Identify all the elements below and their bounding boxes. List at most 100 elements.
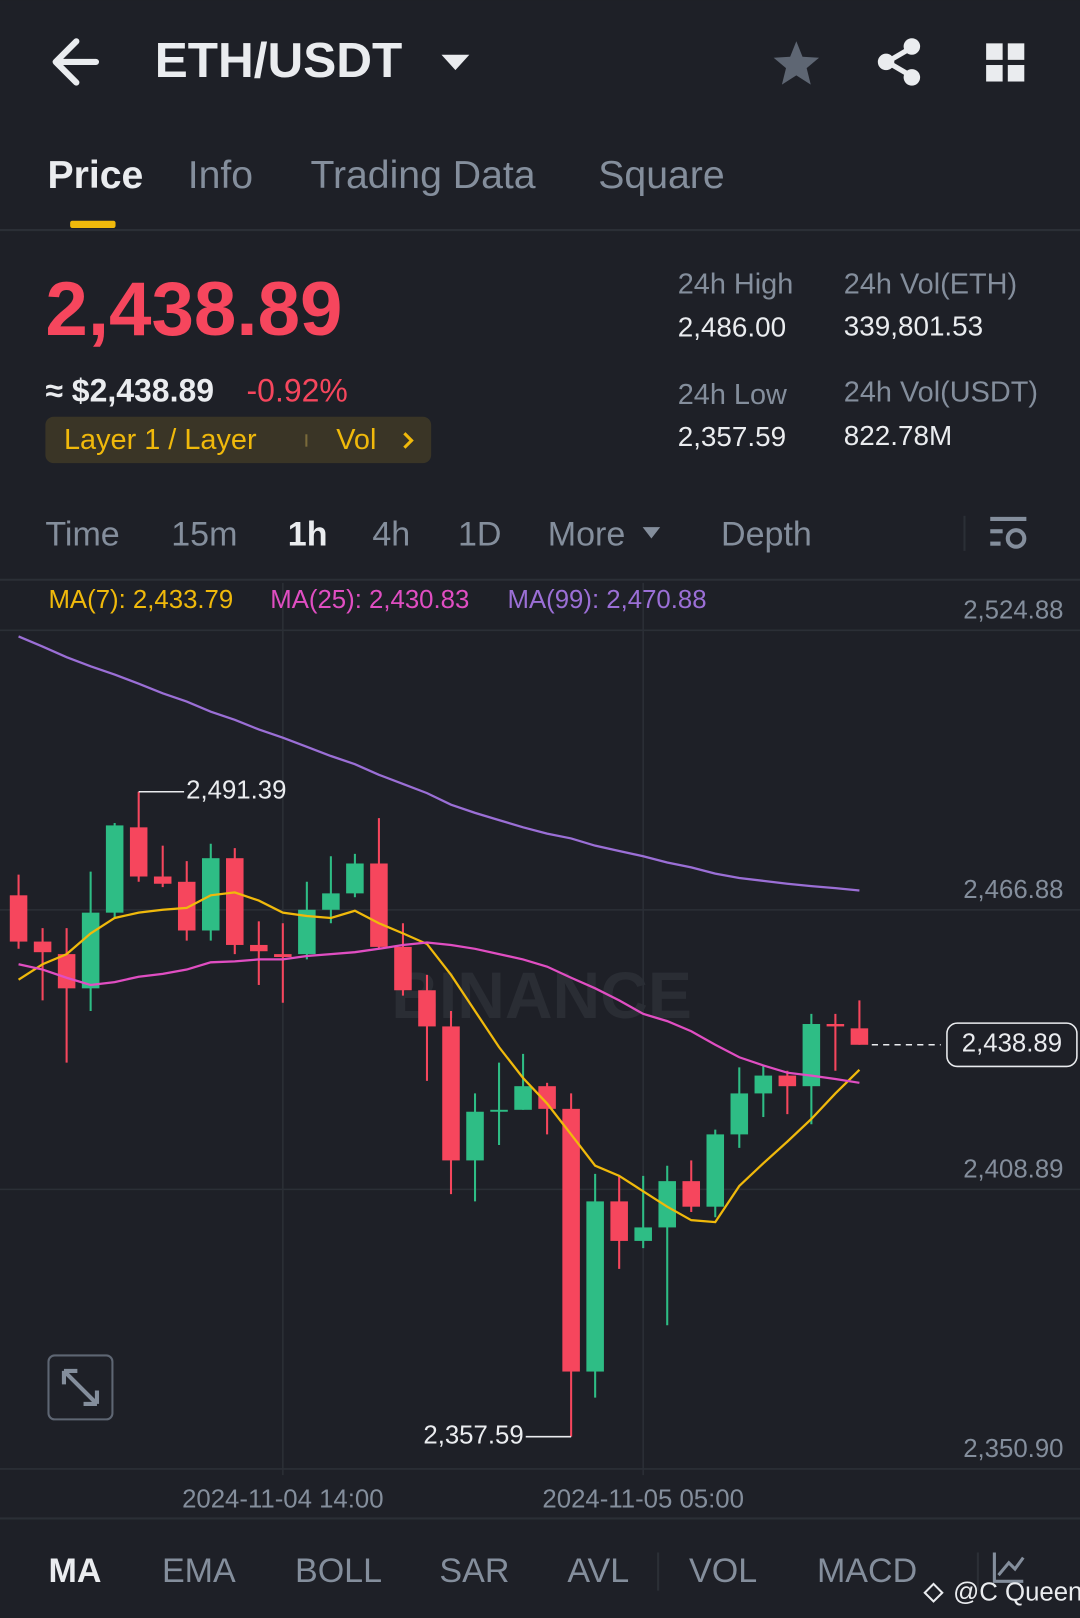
candle-body [514, 1086, 532, 1110]
tab[interactable]: Square [598, 154, 724, 197]
pair-title[interactable]: ETH/USDT [155, 33, 402, 88]
ma-legend: MA(99): 2,470.88 [508, 586, 707, 614]
high-label: 2,491.39 [186, 777, 286, 805]
y-tick-label: 2,350.90 [963, 1435, 1063, 1463]
candle-body [153, 876, 172, 884]
candle-body [538, 1086, 556, 1109]
stat-value: 2,357.59 [678, 421, 786, 452]
indicator-settings-icon[interactable] [992, 1552, 1025, 1583]
candle-body [129, 827, 148, 877]
candle-body [33, 941, 52, 953]
candle-body [9, 895, 28, 942]
interval[interactable]: Depth [721, 515, 812, 553]
interval[interactable]: Time [45, 515, 119, 553]
candle-body [442, 1026, 460, 1161]
candle-body [226, 858, 244, 945]
candle-body [394, 946, 412, 991]
candle-body [682, 1181, 701, 1207]
chart-watermark: BINANCE [391, 958, 692, 1032]
candle-body [730, 1093, 749, 1135]
last-price: 2,438.89 [45, 267, 342, 352]
ma-line [18, 635, 860, 892]
candle-body [298, 909, 316, 955]
candle-body [802, 1024, 821, 1087]
stat-label: 24h Vol(USDT) [844, 377, 1038, 409]
stat-label: 24h Vol(ETH) [844, 268, 1017, 300]
candle-body [81, 912, 100, 989]
tab[interactable]: Trading Data [310, 154, 535, 197]
stat-label: 24h Low [678, 379, 787, 411]
expand-button[interactable] [47, 1354, 114, 1421]
interval[interactable]: More [548, 515, 626, 553]
interval[interactable]: 15m [171, 515, 237, 553]
interval[interactable]: 1D [458, 515, 502, 553]
ma-legend: MA(7): 2,433.79 [48, 586, 233, 614]
interval[interactable]: 1h [288, 515, 328, 553]
candle-body [105, 825, 124, 913]
indicator-tab[interactable]: EMA [162, 1552, 236, 1590]
candle-body [346, 863, 364, 894]
indicator-tab[interactable]: BOLL [295, 1552, 382, 1590]
y-tick-label: 2,408.89 [963, 1156, 1063, 1184]
indicator-tab[interactable]: VOL [689, 1552, 757, 1590]
pair-dropdown[interactable] [441, 54, 470, 71]
chevron [403, 432, 414, 449]
candle-body [250, 944, 268, 952]
last-price-box [946, 1022, 1078, 1068]
x-tick-label: 2024-11-05 05:00 [542, 1486, 744, 1514]
usd-price: ≈ $2,438.89 [45, 372, 214, 408]
x-tick-label: 2024-11-04 14:00 [182, 1486, 384, 1514]
tab[interactable]: Price [47, 154, 143, 197]
indicator-tab[interactable]: MA [48, 1552, 101, 1590]
candle-body [610, 1201, 628, 1241]
tab[interactable]: Info [188, 154, 253, 197]
back-button[interactable] [52, 38, 100, 86]
candle-body [658, 1181, 676, 1228]
tag[interactable]: Layer 1 / Layer [64, 424, 257, 456]
candle-body [370, 863, 388, 947]
tag-link[interactable]: Vol [336, 424, 376, 456]
candle-body [754, 1075, 773, 1094]
stat-value: 822.78M [844, 420, 952, 451]
indicator-tab[interactable]: SAR [439, 1552, 509, 1590]
low-label: 2,357.59 [423, 1421, 523, 1449]
candle-body [466, 1111, 484, 1161]
candle-body [322, 893, 340, 910]
interval[interactable]: 4h [372, 515, 410, 553]
candle-body [778, 1075, 797, 1087]
stat-value: 2,486.00 [678, 311, 786, 342]
more-dropdown[interactable] [642, 527, 661, 539]
candlestick-chart: BINANCE 2,524.88 2,466.88 2,408.89 2,350.90 2… [0, 582, 1080, 1514]
candle-body [634, 1227, 652, 1241]
stat-value: 339,801.53 [844, 310, 983, 341]
indicator-tab[interactable]: AVL [567, 1552, 629, 1590]
y-tick-label: 2,466.88 [963, 876, 1063, 904]
price-change: -0.92% [247, 372, 348, 408]
candle-body [57, 954, 76, 989]
candle-body [586, 1201, 604, 1372]
candle-body [274, 954, 292, 958]
watermark: @C Queen [953, 1579, 1080, 1607]
indicator-tab[interactable]: MACD [817, 1552, 917, 1590]
y-tick-label: 2,524.88 [963, 597, 1063, 625]
tab-indicator [70, 220, 116, 228]
tag-box[interactable] [45, 416, 432, 464]
candle-body [826, 1024, 845, 1027]
ma-legend: MA(25): 2,430.83 [270, 586, 469, 614]
watermark-logo [923, 1582, 944, 1603]
candle-body [562, 1108, 580, 1372]
favorite-icon[interactable] [773, 41, 820, 85]
ma-line [18, 941, 860, 1084]
candle-body [177, 881, 196, 931]
ma-line [17, 891, 861, 1224]
share-icon[interactable] [877, 38, 921, 86]
stat-label: 24h High [678, 268, 794, 300]
grid-icon[interactable] [986, 43, 1025, 82]
candle-body [490, 1109, 508, 1112]
chart-settings-icon[interactable] [990, 516, 1027, 549]
candle-body [850, 1028, 869, 1045]
last-price-label: 2,438.89 [962, 1030, 1062, 1058]
